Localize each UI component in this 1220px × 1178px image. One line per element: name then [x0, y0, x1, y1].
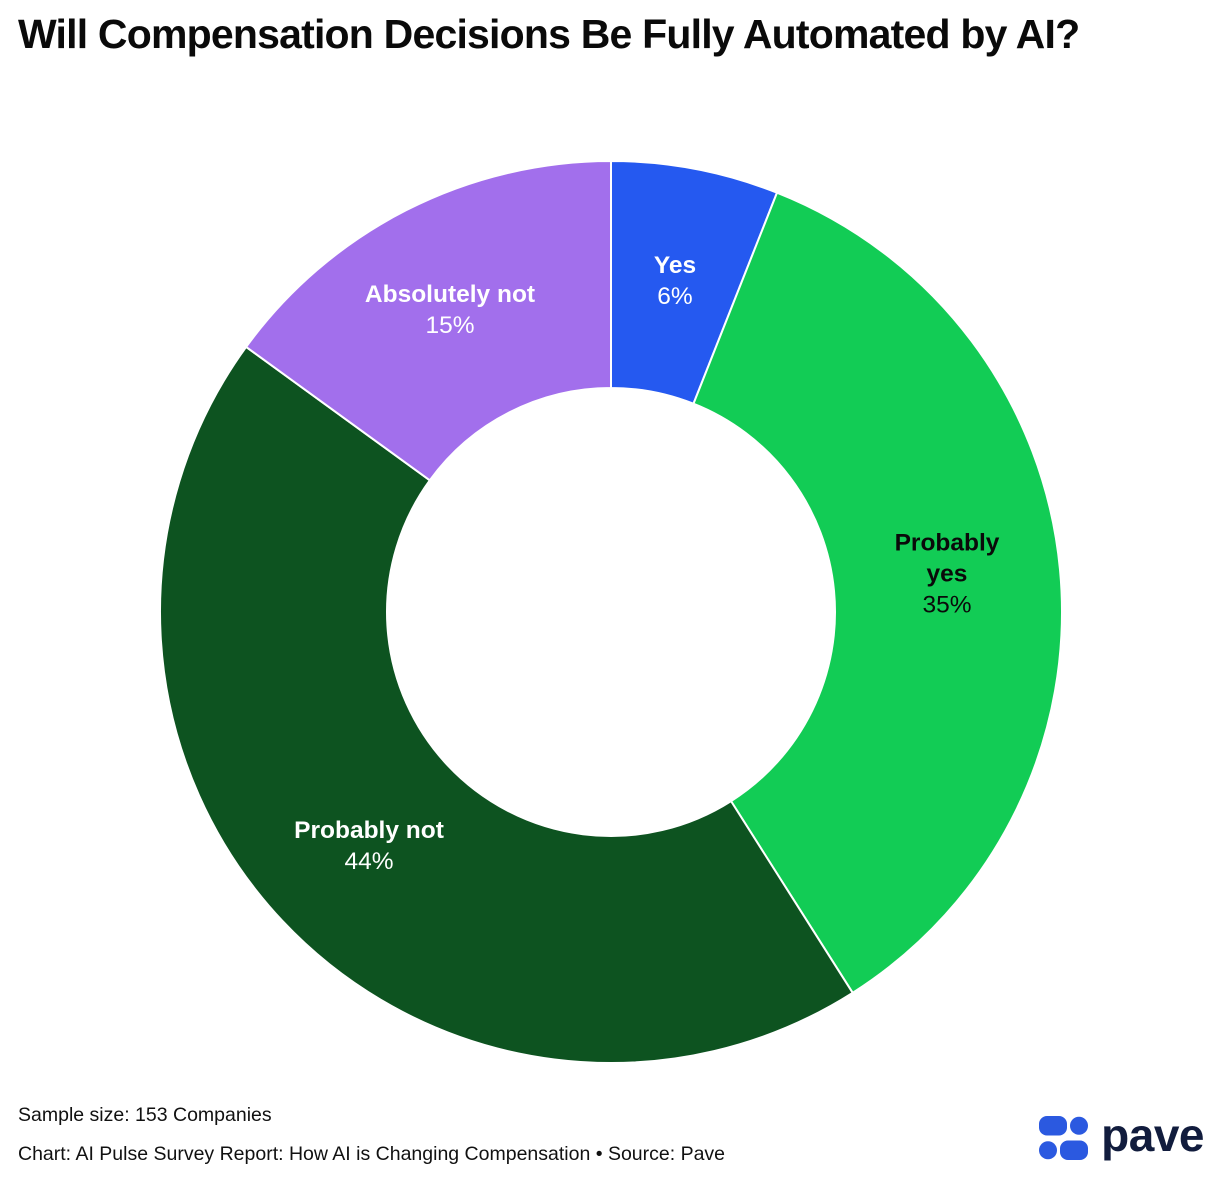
- pave-logo-wordmark: pave: [1101, 1109, 1204, 1161]
- donut-slice-probably-not: [159, 345, 854, 1064]
- donut-slice-probably-yes: [692, 191, 1063, 994]
- pave-logo-icon: [1039, 1116, 1089, 1160]
- donut-slice-absolutely-not: [245, 160, 612, 482]
- chart-attribution: Chart: AI Pulse Survey Report: How AI is…: [18, 1143, 726, 1165]
- chart-footer: Sample size: 153 Companies Chart: AI Pul…: [18, 1104, 725, 1166]
- pave-logo[interactable]: pave: [1039, 1112, 1204, 1164]
- sample-size-note: Sample size: 153 Companies: [18, 1104, 272, 1126]
- chart-title: Will Compensation Decisions Be Fully Aut…: [18, 11, 1080, 57]
